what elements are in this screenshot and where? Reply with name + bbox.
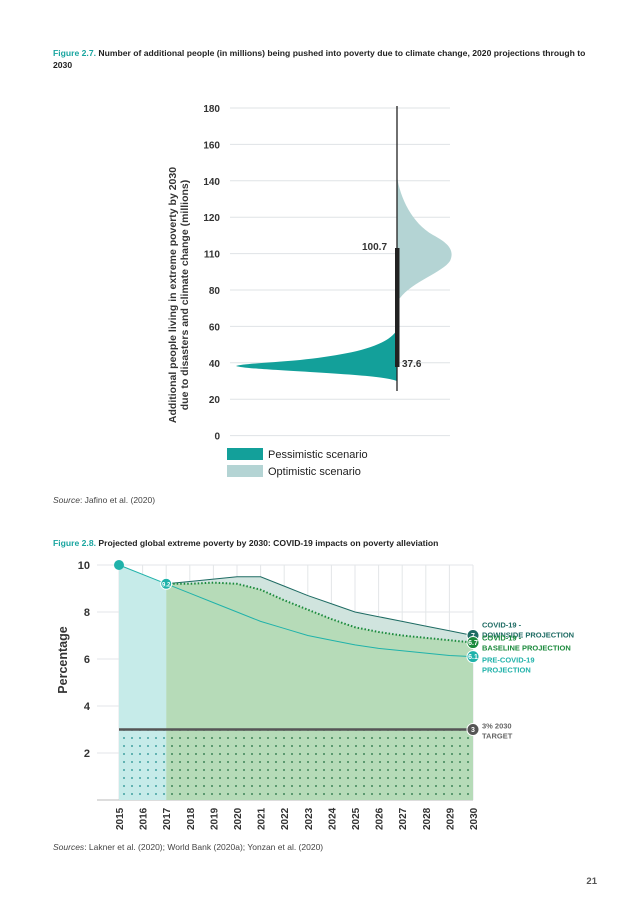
figure-2-7-y-tick-label: 20 bbox=[209, 395, 221, 406]
figure-2-8-x-tick-label: 2017 bbox=[162, 807, 173, 830]
figure-2-8-x-tick-label: 2025 bbox=[351, 807, 362, 830]
pre-covid-line bbox=[118, 564, 474, 658]
figure-2-7-y-tick-label: 140 bbox=[203, 177, 220, 188]
figure-2-7-grid bbox=[230, 107, 450, 437]
figure-2-8-x-tick-label: 2018 bbox=[186, 807, 197, 830]
figure-2-8-y-tick-label: 4 bbox=[84, 701, 91, 713]
target-dots-early bbox=[119, 729, 167, 800]
range-bar bbox=[395, 248, 400, 367]
legend-swatch-optimistic bbox=[227, 465, 263, 477]
pre-covid-series-label: PROJECTION bbox=[482, 666, 531, 675]
sources-text: : Lakner et al. (2020); World Bank (2020… bbox=[84, 842, 324, 852]
target-end-marker bbox=[466, 723, 480, 736]
sources-label: Sources bbox=[53, 842, 85, 852]
figure-2-8-x-tick-label: 2021 bbox=[257, 807, 268, 830]
figure-2-7-y-ticks: 180 160 140 120 110 80 60 40 20 0 bbox=[203, 104, 220, 443]
figure-2-8-x-tick-label: 2028 bbox=[422, 807, 433, 830]
figure-2-7-title-text: Number of additional people (in millions… bbox=[53, 48, 586, 70]
pre-covid-end-marker bbox=[466, 650, 480, 664]
pre-covid-end-value: 6.1 bbox=[468, 654, 478, 661]
figure-2-8-x-tick-label: 2023 bbox=[304, 807, 315, 830]
figure-2-8-number: Figure 2.8. bbox=[53, 538, 96, 548]
target-series-label: 3% 2030 bbox=[482, 722, 512, 731]
figure-2-8-y-tick-label: 8 bbox=[84, 607, 90, 619]
y-axis-label-line1: Additional people living in extreme pove… bbox=[167, 167, 179, 423]
figure-2-7-y-tick-label: 180 bbox=[203, 104, 220, 115]
target-series-label: TARGET bbox=[482, 732, 513, 741]
figure-2-7-title: Figure 2.7. Number of additional people … bbox=[53, 47, 593, 71]
legend-label-optimistic: Optimistic scenario bbox=[268, 466, 361, 478]
figure-2-7-y-tick-label: 110 bbox=[204, 250, 221, 261]
annotation-100-7: 100.7 bbox=[362, 242, 387, 253]
pre-covid-series-label: PRE-COVID-19 bbox=[482, 656, 535, 665]
start-marker-label: 9.2 bbox=[162, 582, 171, 588]
figure-2-8-series-lines bbox=[118, 564, 474, 731]
figure-2-8-x-tick-label: 2022 bbox=[280, 807, 291, 830]
downside-series-label: DOWNSIDE PROJECTION bbox=[482, 631, 574, 640]
figure-2-8-ticks: 10 8 6 4 2 2015 2016 2017 2018 2019 2020 2021 2022 20… bbox=[78, 560, 480, 830]
source-label: Source bbox=[53, 495, 80, 505]
source-text: : Jafino et al. (2020) bbox=[79, 495, 156, 505]
figure-2-7-source: Source: Jafino et al. (2020) bbox=[53, 495, 155, 505]
downside-series-label: COVID-19 - bbox=[482, 621, 522, 630]
figure-2-7-y-tick-label: 160 bbox=[203, 140, 220, 151]
legend-label-pessimistic: Pessimistic scenario bbox=[268, 449, 368, 461]
downside-line bbox=[166, 576, 474, 636]
target-end-value: 3 bbox=[471, 727, 475, 734]
figure-2-8-title: Figure 2.8. Projected global extreme pov… bbox=[53, 537, 593, 549]
optimistic-distribution bbox=[397, 176, 452, 300]
figure-2-8-x-tick-label: 2024 bbox=[327, 807, 338, 830]
figure-2-7-y-tick-label: 0 bbox=[214, 432, 220, 443]
target-dots-late bbox=[166, 729, 473, 800]
start-marker-2017 bbox=[160, 577, 173, 590]
figure-2-7-y-tick-label: 60 bbox=[209, 322, 221, 333]
figure-2-8-y-tick-label: 2 bbox=[84, 748, 90, 760]
baseline-end-value: 6.7 bbox=[468, 640, 478, 647]
y-axis-label-line2: due to disasters and climate change (mil… bbox=[179, 180, 191, 410]
figure-2-7-chart: 180 160 140 120 110 80 60 40 20 0 100.7 37.6 Addi… bbox=[167, 104, 452, 478]
figure-2-7-y-tick-label: 40 bbox=[209, 359, 221, 370]
figure-2-8-area-fills bbox=[119, 565, 473, 800]
baseline-series-label: COVID-19 - bbox=[482, 634, 522, 643]
figure-2-8-x-tick-label: 2027 bbox=[398, 807, 409, 830]
baseline-series-label: BASELINE PROJECTION bbox=[482, 644, 571, 653]
figure-2-8-source: Sources: Lakner et al. (2020); World Ban… bbox=[53, 842, 323, 852]
figure-2-8-x-tick-label: 2026 bbox=[375, 807, 386, 830]
baseline-end-marker bbox=[466, 636, 480, 650]
figure-2-8-y-tick-label: 6 bbox=[84, 654, 90, 666]
page-number: 21 bbox=[586, 876, 597, 887]
figure-2-7-y-tick-label: 80 bbox=[209, 286, 221, 297]
figure-2-8-x-tick-label: 2015 bbox=[115, 807, 126, 830]
annotation-37-6: 37.6 bbox=[402, 359, 422, 370]
figure-2-8-x-tick-label: 2020 bbox=[233, 807, 244, 830]
figure-2-8-x-tick-label: 2019 bbox=[209, 807, 220, 830]
figure-2-8-title-text: Projected global extreme poverty by 2030… bbox=[98, 538, 439, 548]
pessimistic-distribution bbox=[236, 330, 397, 381]
figure-2-8-y-axis-label: Percentage bbox=[56, 626, 70, 693]
figure-2-7-number: Figure 2.7. bbox=[53, 48, 96, 58]
figure-2-8-x-tick-label: 2029 bbox=[445, 807, 456, 830]
figure-2-8-chart: 10 8 6 4 2 2015 2016 2017 2018 2019 2020 2021 2022 20… bbox=[56, 560, 574, 830]
figure-2-7-y-tick-label: 120 bbox=[203, 213, 220, 224]
figure-2-8-y-tick-label: 10 bbox=[78, 560, 90, 572]
start-marker-2015 bbox=[114, 560, 124, 570]
figure-2-8-x-tick-label: 2016 bbox=[139, 807, 150, 830]
legend-swatch-pessimistic bbox=[227, 448, 263, 460]
figure-2-8-x-tick-label: 2030 bbox=[469, 807, 480, 830]
